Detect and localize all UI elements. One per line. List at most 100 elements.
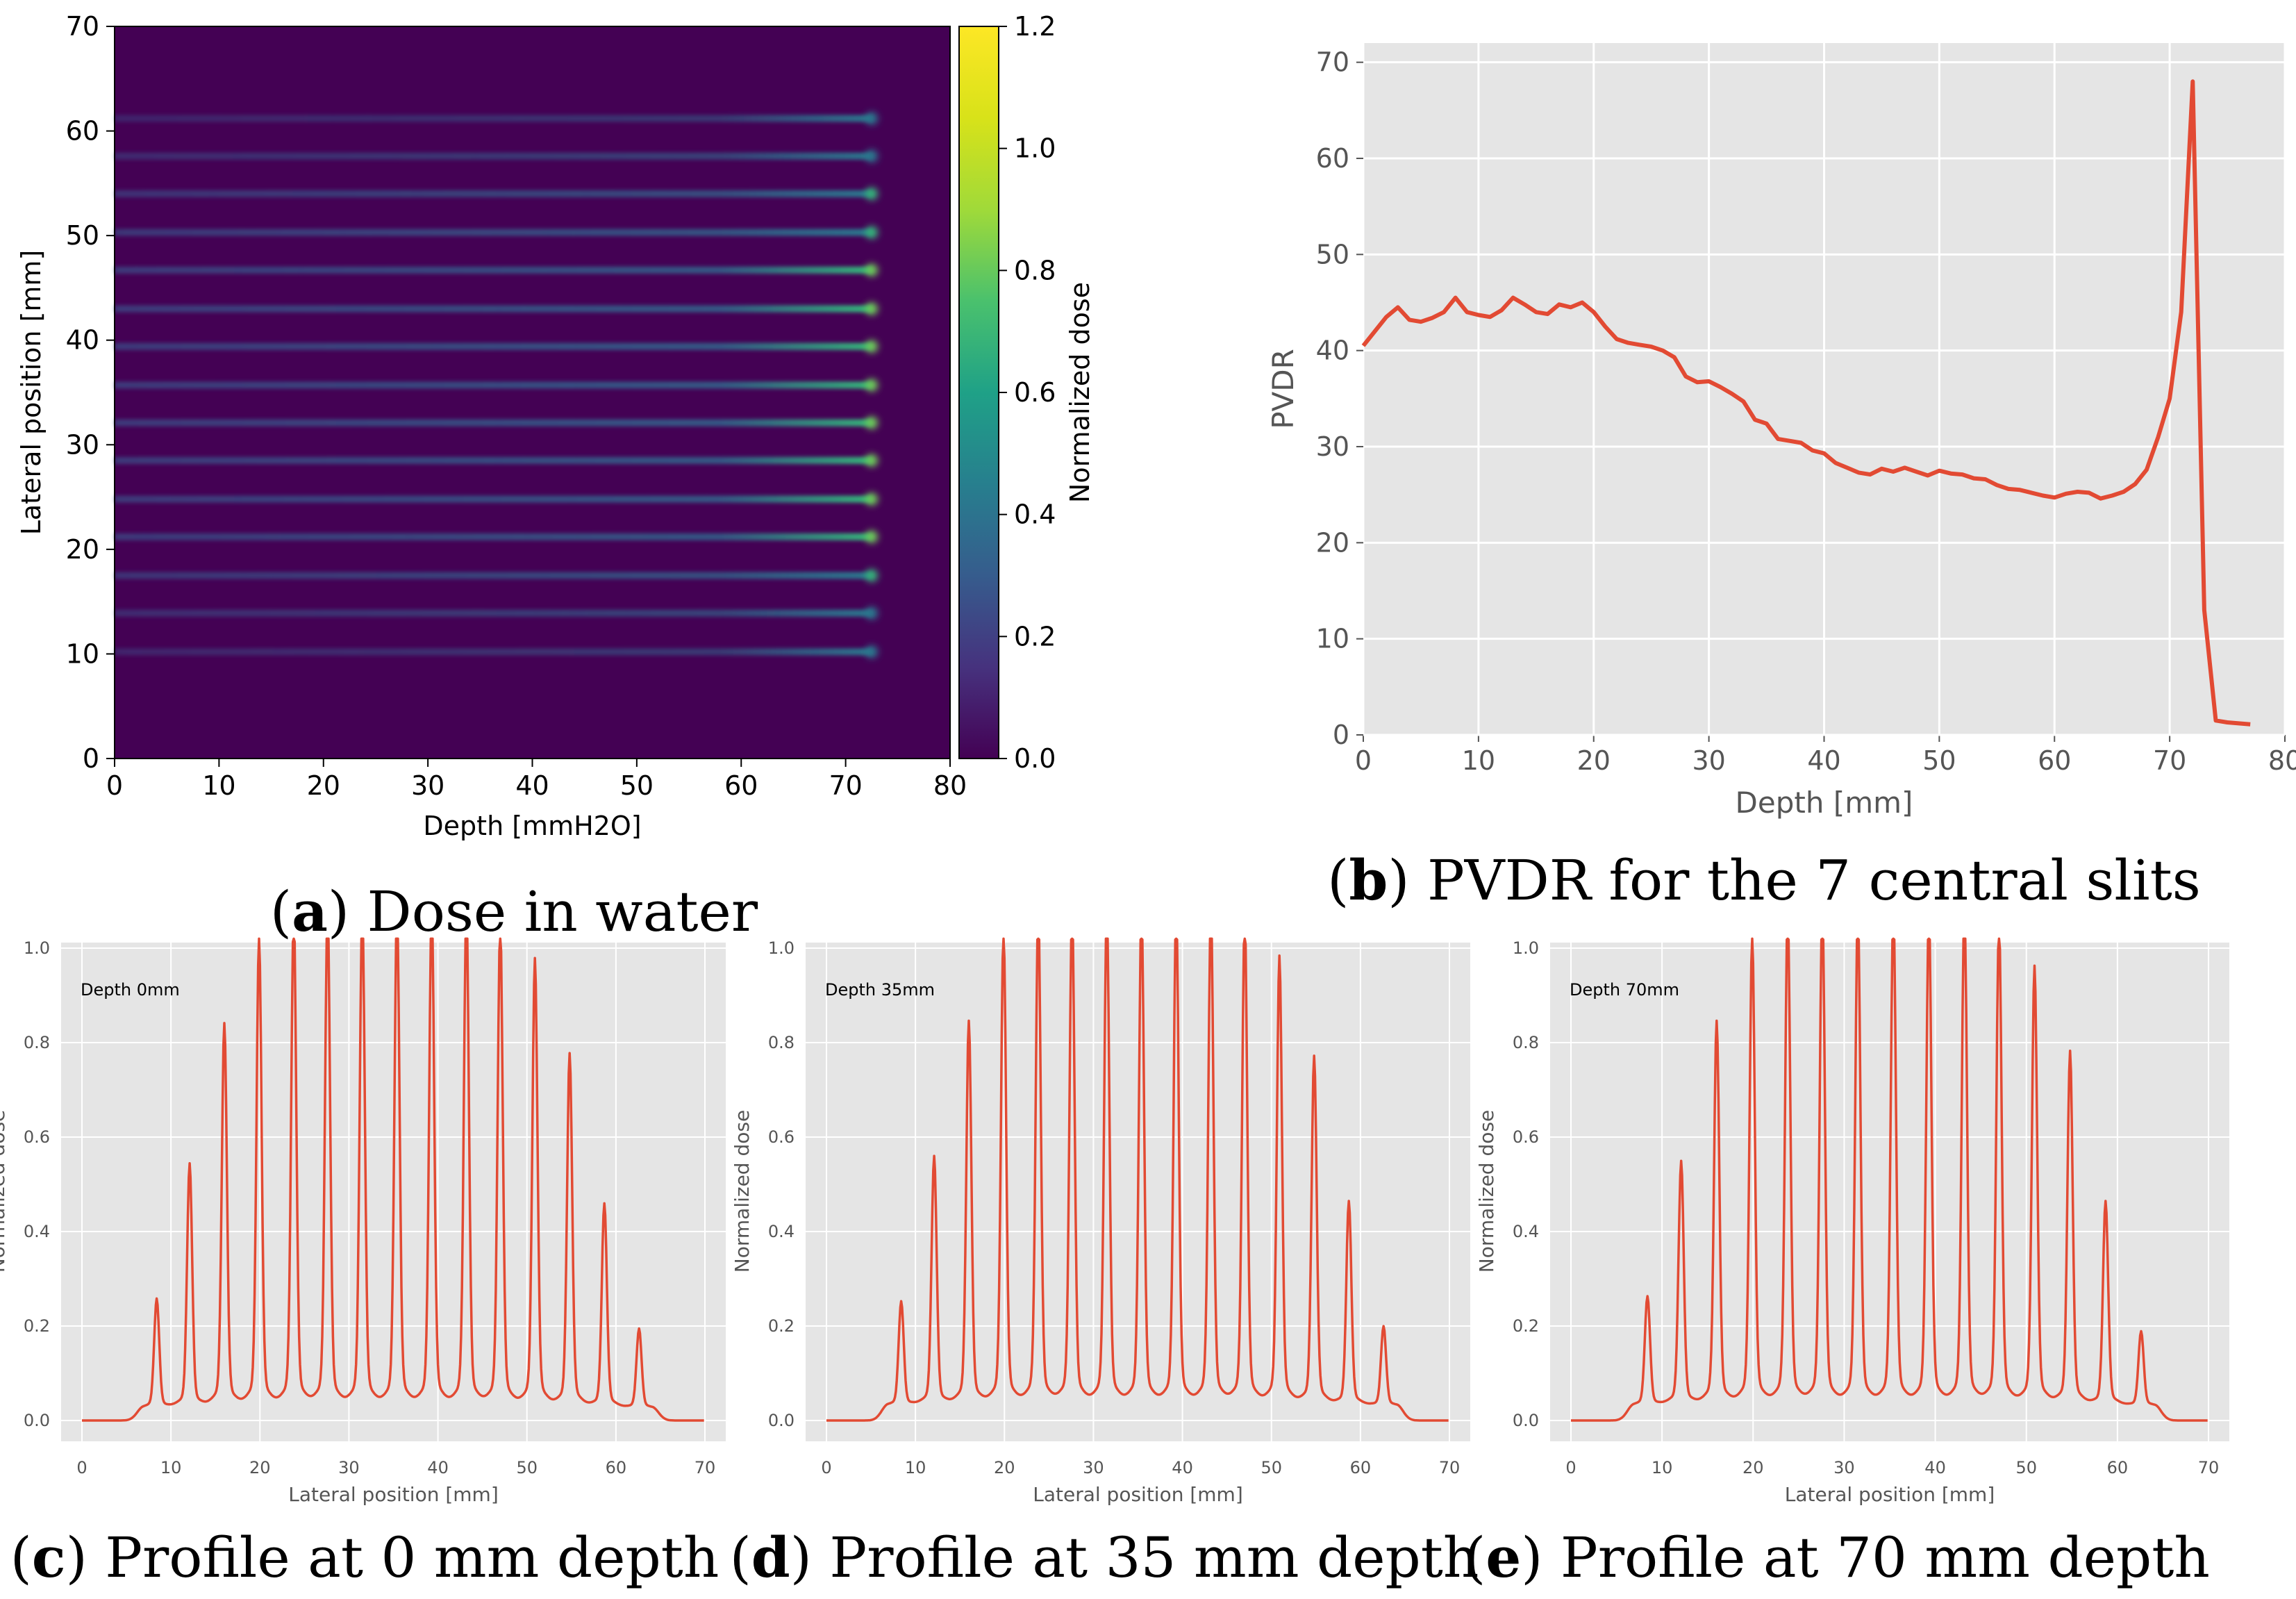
slit-peak — [865, 112, 879, 125]
heatmap-slits — [115, 112, 879, 658]
slit-band — [115, 152, 872, 160]
y-tick-label: 0.4 — [1513, 1222, 1539, 1241]
y-tick-label: 1.0 — [768, 938, 795, 958]
y-tick-label: 50 — [1316, 239, 1349, 270]
colorbar: 0.0 0.2 0.4 0.6 0.8 1.0 1.2 Normalized dose — [958, 11, 1095, 774]
caption-b-text: PVDR for the 7 central slits — [1410, 848, 2201, 913]
colorbar-tick-label: 1.2 — [1014, 11, 1056, 42]
colorbar-tick-label: 0.6 — [1014, 377, 1056, 408]
x-tick-label: 40 — [427, 1458, 449, 1477]
x-tick-label: 40 — [1924, 1458, 1946, 1477]
caption-e: (e) Profile at 70 mm depth — [1464, 1525, 2210, 1590]
profile-panel-d: 0 10 20 30 40 50 60 70 0.0 0.2 0.4 0.6 0.8 1.0 Depth 3… — [731, 937, 1470, 1506]
colorbar-tick-label: 0.0 — [1014, 743, 1056, 774]
x-tick-label: 50 — [2015, 1458, 2037, 1477]
colorbar-tick-label: 0.4 — [1014, 499, 1056, 530]
y-tick-label: 0.2 — [1513, 1316, 1539, 1336]
x-tick-label: 60 — [1350, 1458, 1372, 1477]
y-tick-label: 60 — [1316, 143, 1349, 174]
slit-band — [115, 229, 872, 236]
y-tick-label: 0 — [83, 743, 99, 774]
slit-band — [115, 495, 872, 503]
x-tick-label: 20 — [249, 1458, 271, 1477]
x-tick-label: 10 — [1652, 1458, 1673, 1477]
caption-d-text: Profile at 35 mm depth — [812, 1525, 1479, 1590]
slit-peak — [865, 187, 879, 200]
y-axis-label: Normalized dose — [1475, 1110, 1498, 1273]
caption-b: (b) PVDR for the 7 central slits — [1327, 847, 2201, 913]
slit-band — [115, 456, 872, 464]
y-tick-label: 1.0 — [1513, 938, 1539, 958]
caption-a-text: Dose in water — [349, 879, 758, 944]
y-tick-label: 20 — [66, 534, 99, 565]
colorbar-tick-label: 1.0 — [1014, 133, 1056, 164]
y-tick-label: 0.8 — [24, 1033, 50, 1052]
caption-c-letter: c — [32, 1525, 66, 1590]
slit-peak — [865, 569, 879, 582]
y-tick-label: 0.2 — [24, 1316, 50, 1336]
slit-band — [115, 533, 872, 540]
caption-a-letter: a — [292, 879, 328, 944]
x-tick-label: 30 — [411, 770, 444, 801]
profile-panel-e: 0 10 20 30 40 50 60 70 0.0 0.2 0.4 0.6 0.8 1.0 Depth 7… — [1475, 937, 2229, 1506]
slit-band — [115, 342, 872, 350]
heatmap-panel-a: 0 10 20 30 40 50 60 70 80 0 10 20 30 40 50 60 70 Depth [m… — [16, 11, 967, 841]
x-axis-label: Lateral position [mm] — [288, 1483, 499, 1506]
y-tick-label: 0.0 — [1513, 1411, 1539, 1430]
y-tick-label: 20 — [1316, 527, 1349, 558]
slit-peak — [865, 379, 879, 392]
x-tick-label: 10 — [160, 1458, 182, 1477]
x-tick-label: 20 — [1742, 1458, 1764, 1477]
y-tick-label: 70 — [1316, 47, 1349, 78]
x-tick-label: 50 — [1922, 745, 1956, 776]
slit-band — [115, 648, 872, 656]
slit-band — [115, 419, 872, 426]
y-tick-label: 0.0 — [24, 1411, 50, 1430]
y-axis-label: PVDR — [1266, 349, 1300, 429]
slit-band — [115, 609, 872, 617]
x-tick-label: 80 — [2268, 745, 2296, 776]
profile-line — [826, 937, 1449, 1422]
y-tick-label: 50 — [66, 220, 99, 251]
slit-peak — [865, 530, 879, 543]
slit-peak — [865, 606, 879, 620]
x-axis-label: Depth [mm] — [1736, 786, 1913, 820]
x-tick-label: 70 — [694, 1458, 716, 1477]
y-tick-label: 70 — [66, 11, 99, 42]
x-tick-label: 10 — [202, 770, 235, 801]
caption-d-letter: d — [751, 1525, 790, 1590]
y-axis-label: Normalized dose — [0, 1110, 9, 1273]
slit-peak — [865, 340, 879, 353]
slit-band — [115, 115, 872, 122]
pvdr-panel-b: 0 10 20 30 40 50 60 70 80 0 10 20 30 40 50 60 70 Depth [m… — [1266, 43, 2296, 820]
x-axis-label: Lateral position [mm] — [1785, 1483, 1995, 1506]
caption-c: (c) Profile at 0 mm depth — [10, 1525, 719, 1590]
depth-annotation: Depth 70mm — [1570, 980, 1679, 1000]
caption-a: (a) Dose in water — [270, 879, 758, 944]
y-tick-label: 0.2 — [768, 1316, 795, 1336]
slit-band — [115, 266, 872, 274]
x-tick-label: 20 — [307, 770, 340, 801]
y-tick-label: 0.6 — [1513, 1127, 1539, 1147]
x-tick-label: 0 — [106, 770, 123, 801]
x-tick-label: 20 — [994, 1458, 1015, 1477]
x-tick-label: 10 — [1462, 745, 1495, 776]
profile-panel-c: 0 10 20 30 40 50 60 70 0.0 0.2 0.4 0.6 0.8 1.0 Depth 0… — [0, 937, 726, 1506]
y-axis-label: Normalized dose — [731, 1110, 754, 1273]
x-tick-label: 60 — [606, 1458, 627, 1477]
y-tick-label: 60 — [66, 116, 99, 147]
x-tick-label: 40 — [1172, 1458, 1193, 1477]
x-tick-label: 10 — [905, 1458, 926, 1477]
x-tick-label: 0 — [1355, 745, 1372, 776]
y-tick-label: 40 — [66, 325, 99, 356]
slit-peak — [865, 149, 879, 163]
heatmap-background — [115, 26, 950, 759]
y-tick-label: 0 — [1333, 720, 1349, 750]
y-tick-label: 1.0 — [24, 938, 50, 958]
x-tick-label: 70 — [2153, 745, 2186, 776]
profile-line — [81, 937, 705, 1422]
x-tick-label: 40 — [1807, 745, 1840, 776]
x-tick-label: 80 — [933, 770, 967, 801]
x-tick-label: 40 — [515, 770, 549, 801]
